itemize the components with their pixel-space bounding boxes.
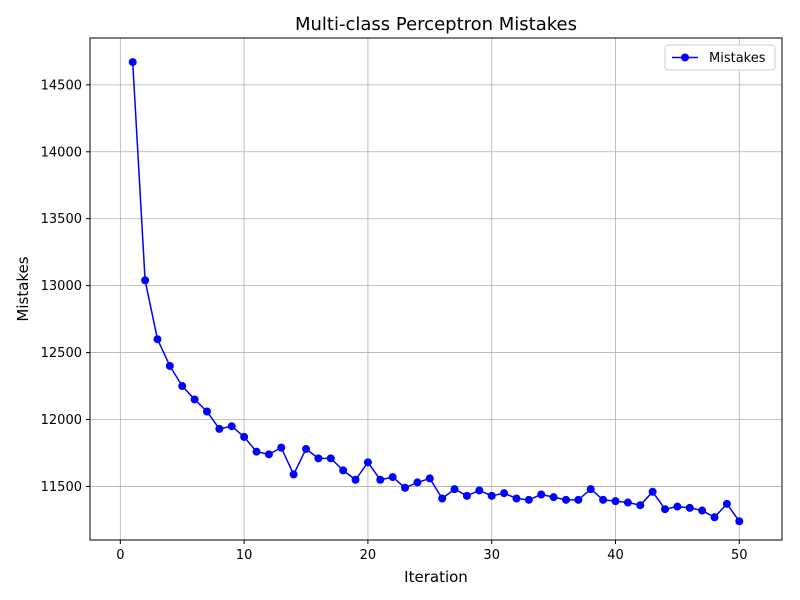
- legend-marker-swatch: [681, 53, 689, 62]
- x-tick-label: 30: [483, 548, 500, 563]
- data-point: [636, 501, 645, 510]
- data-point: [685, 503, 694, 512]
- data-point: [574, 495, 583, 504]
- data-point: [153, 335, 162, 344]
- data-point: [500, 489, 509, 498]
- data-point: [388, 473, 397, 482]
- data-point: [413, 478, 422, 487]
- y-tick-label: 13000: [41, 279, 82, 294]
- data-point: [722, 499, 731, 508]
- y-tick-label: 14500: [41, 78, 82, 93]
- data-point: [252, 447, 261, 456]
- data-point: [673, 502, 682, 511]
- data-point: [289, 470, 298, 479]
- x-tick-label: 20: [360, 548, 377, 563]
- data-point: [710, 513, 719, 522]
- legend-box: [664, 44, 776, 71]
- data-point: [141, 276, 150, 285]
- data-point: [487, 491, 496, 500]
- data-point: [648, 487, 657, 496]
- x-tick-label: 50: [731, 548, 748, 563]
- gridlines: [90, 38, 782, 540]
- chart-title: Multi-class Perceptron Mistakes: [295, 14, 577, 35]
- x-tick-label: 0: [116, 548, 124, 563]
- y-tick-label: 12500: [41, 346, 82, 361]
- data-point: [735, 517, 744, 526]
- data-point: [599, 495, 608, 504]
- data-point: [512, 494, 521, 503]
- data-point: [277, 443, 286, 452]
- axis-ticks: 0 10 20 30 40 50 11500 12000 12500 13000 13500 1400…: [41, 78, 748, 563]
- data-point: [524, 495, 533, 504]
- data-point: [450, 485, 459, 494]
- y-tick-label: 12000: [41, 413, 82, 428]
- data-point: [425, 474, 434, 483]
- plot-area: [128, 58, 744, 526]
- data-point: [351, 475, 360, 484]
- data-point: [240, 432, 249, 441]
- legend: Mistakes: [664, 44, 776, 71]
- data-point: [165, 361, 174, 370]
- data-point: [339, 466, 348, 475]
- data-point: [438, 494, 447, 503]
- data-point: [376, 475, 385, 484]
- y-axis-label: Mistakes: [14, 256, 32, 321]
- data-point: [661, 505, 670, 514]
- data-point: [401, 483, 410, 492]
- y-tick-label: 13500: [41, 212, 82, 227]
- data-point: [475, 486, 484, 495]
- axes-frame: [89, 37, 783, 541]
- data-point: [363, 458, 372, 467]
- data-point: [462, 491, 471, 500]
- y-tick-label: 11500: [41, 480, 82, 495]
- data-point: [549, 493, 558, 502]
- data-point: [227, 422, 236, 431]
- data-point: [264, 450, 273, 459]
- data-point: [190, 395, 199, 404]
- data-point: [326, 454, 335, 463]
- data-point: [202, 407, 211, 416]
- y-tick-label: 14000: [41, 145, 82, 160]
- data-point: [537, 490, 546, 499]
- x-tick-label: 10: [236, 548, 253, 563]
- data-point: [698, 506, 707, 515]
- data-point: [611, 497, 620, 506]
- data-point: [586, 485, 595, 494]
- data-point: [215, 424, 224, 433]
- x-tick-label: 40: [607, 548, 624, 563]
- legend-label-mistakes: Mistakes: [709, 51, 766, 66]
- data-point: [623, 498, 632, 507]
- data-point: [178, 382, 187, 391]
- data-point: [561, 495, 570, 504]
- data-point: [314, 454, 323, 463]
- data-point: [302, 444, 311, 453]
- x-axis-label: Iteration: [404, 568, 468, 586]
- data-point: [128, 58, 137, 67]
